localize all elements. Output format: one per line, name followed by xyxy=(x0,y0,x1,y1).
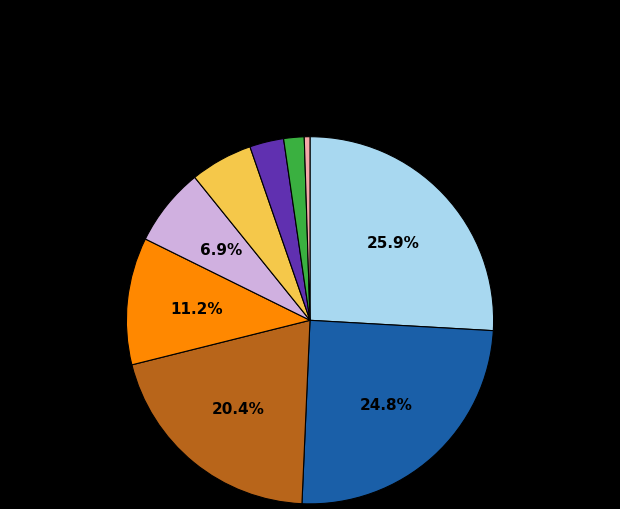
Wedge shape xyxy=(283,137,310,321)
Text: 25.9%: 25.9% xyxy=(366,235,419,250)
Wedge shape xyxy=(126,240,310,365)
Text: 20.4%: 20.4% xyxy=(211,401,265,416)
Wedge shape xyxy=(195,148,310,321)
Text: 11.2%: 11.2% xyxy=(170,301,223,316)
Legend: £250k-£300k, £300k-£400k, £200k-£250k, £150k-£200k, £400k-£500k, £100k-£150k, £5: £250k-£300k, £300k-£400k, £200k-£250k, £… xyxy=(105,0,515,3)
Text: 24.8%: 24.8% xyxy=(360,398,413,412)
Wedge shape xyxy=(145,178,310,321)
Wedge shape xyxy=(304,137,310,321)
Wedge shape xyxy=(310,137,494,331)
Wedge shape xyxy=(250,139,310,321)
Text: 6.9%: 6.9% xyxy=(200,242,242,257)
Wedge shape xyxy=(132,321,310,504)
Wedge shape xyxy=(302,321,494,504)
